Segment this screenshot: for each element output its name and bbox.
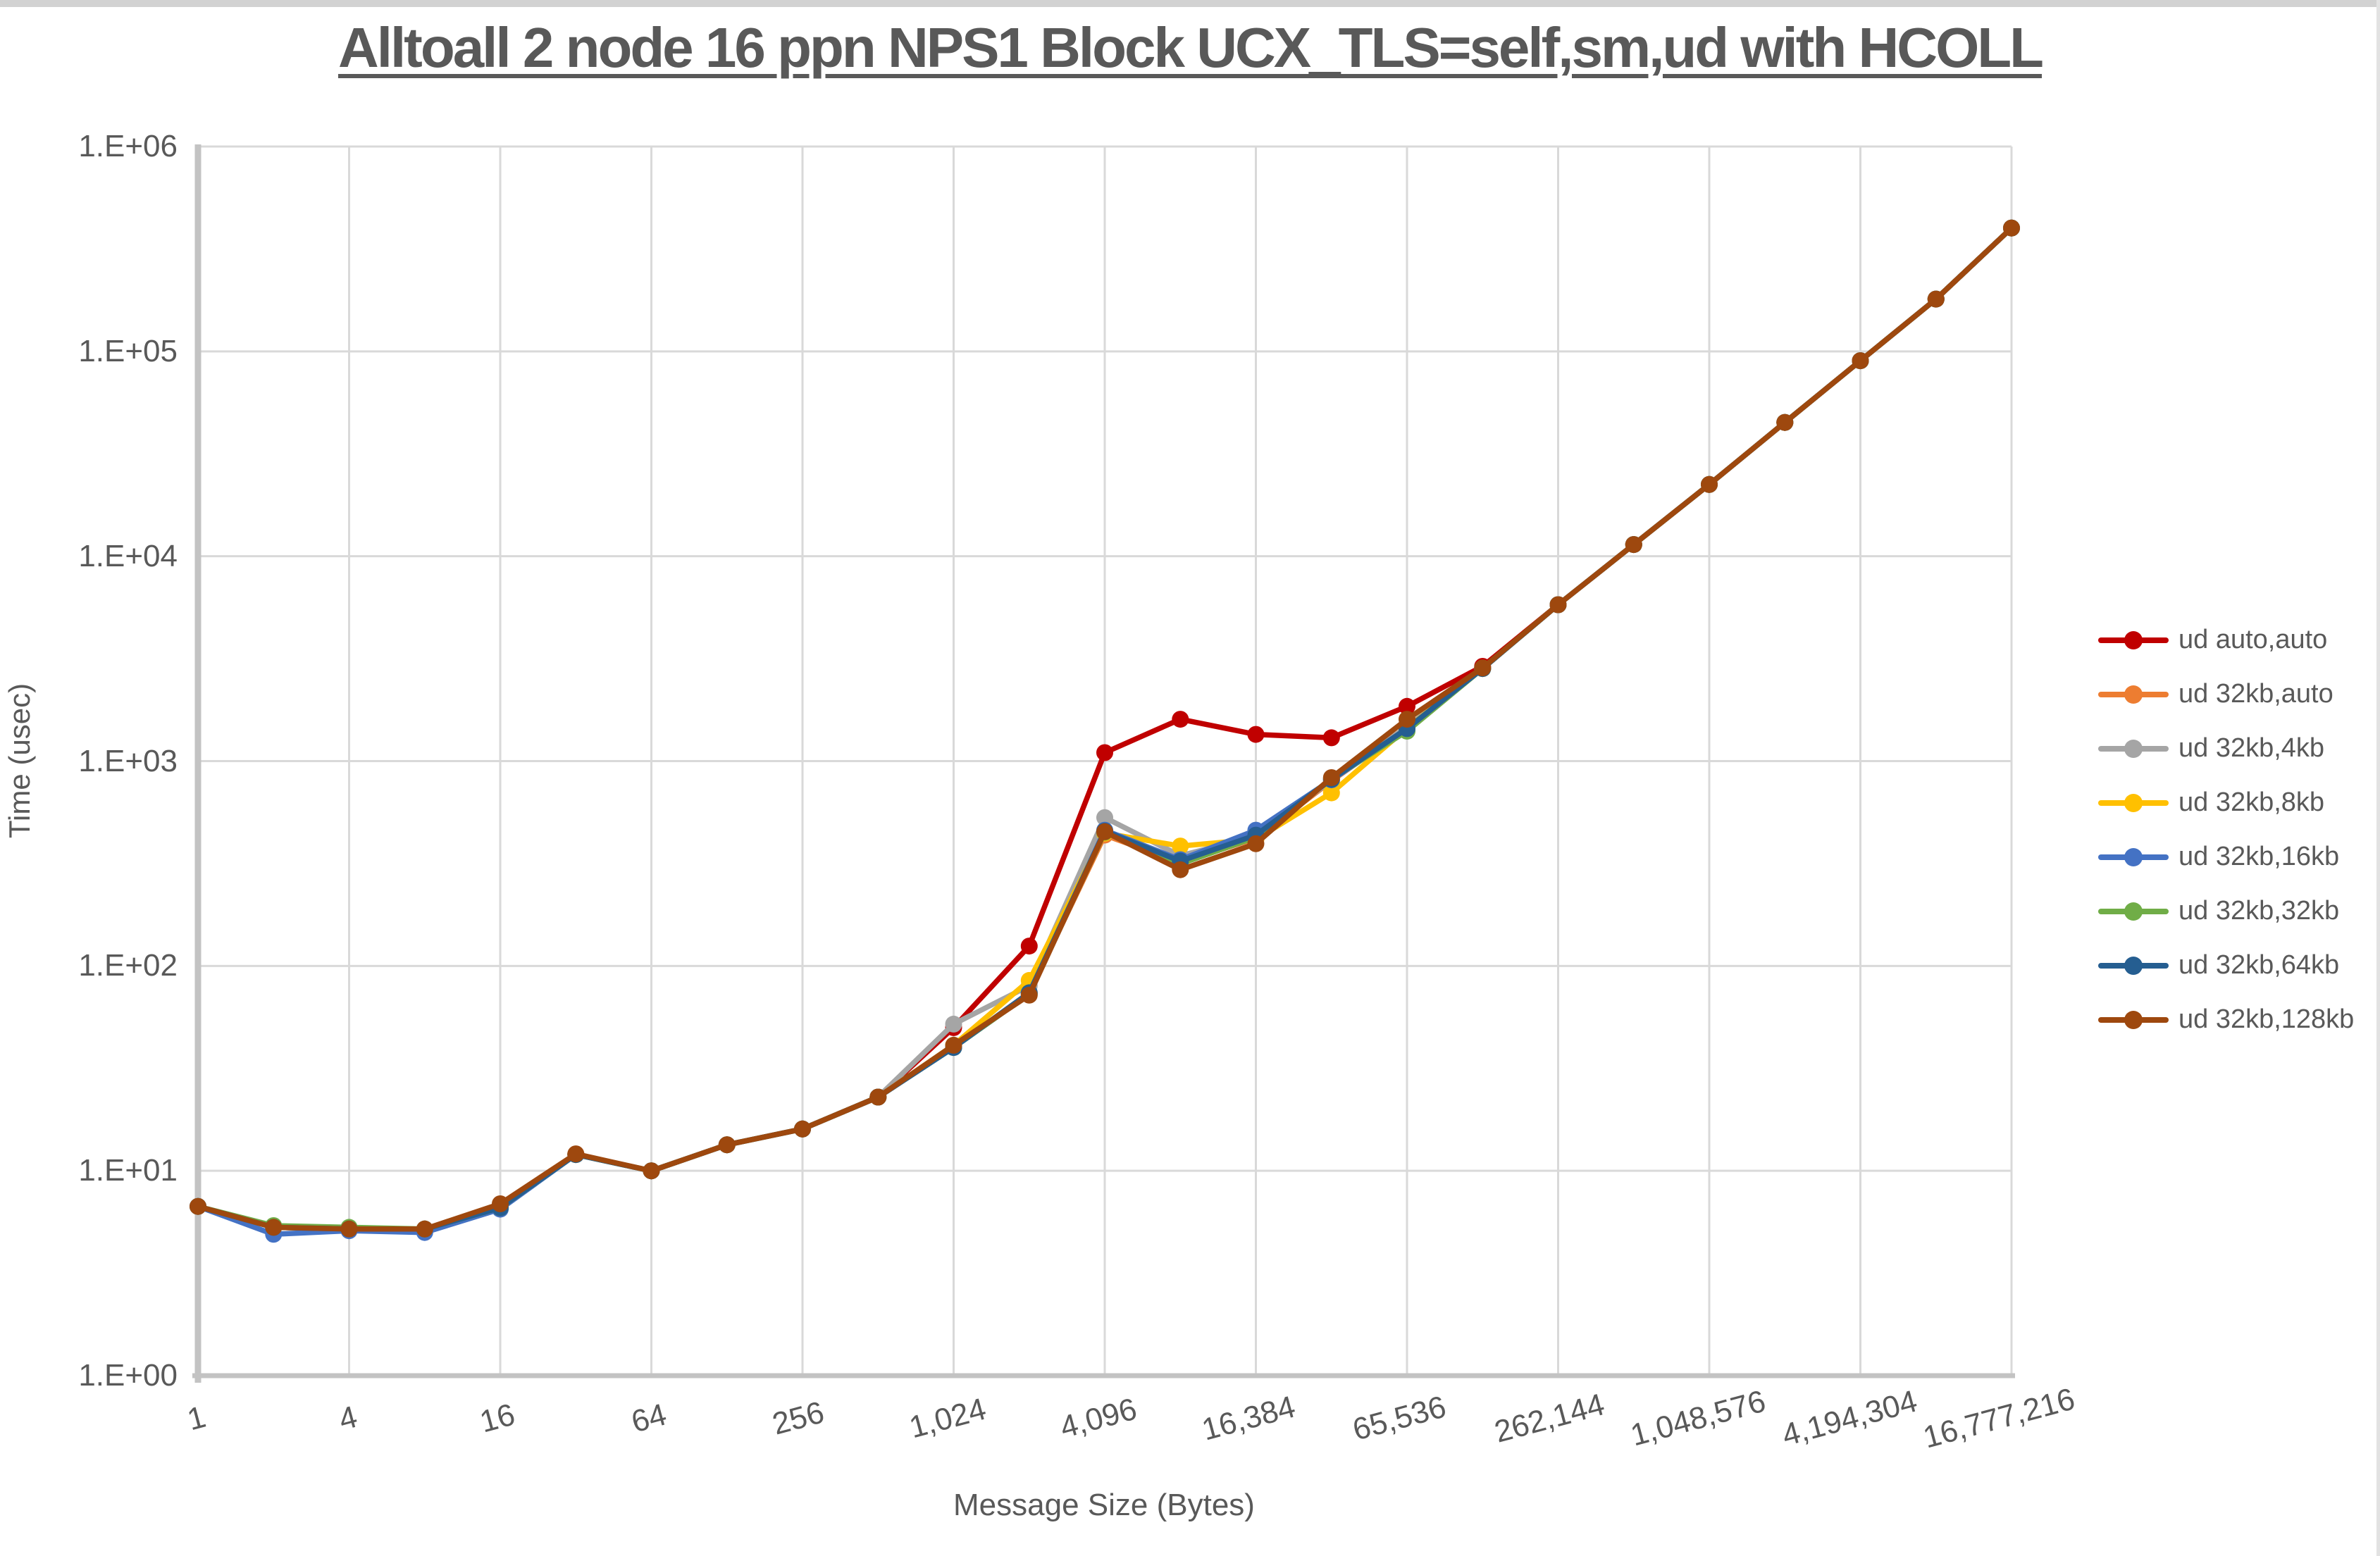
data-point xyxy=(1096,823,1113,840)
data-point xyxy=(1322,784,1340,802)
legend-label: ud 32kb,16kb xyxy=(2178,842,2340,871)
data-point xyxy=(2003,219,2020,237)
data-point xyxy=(1096,809,1113,826)
data-point xyxy=(1852,352,1869,370)
legend-line-marker-icon xyxy=(2098,955,2169,976)
y-axis-title: Time (usec) xyxy=(3,683,36,839)
legend-item-ud-32kb-4kb: ud 32kb,4kb xyxy=(2098,721,2354,776)
data-point xyxy=(1020,938,1038,955)
legend-line-marker-icon xyxy=(2098,901,2169,922)
y-tick-label: 1.E+01 xyxy=(78,1153,178,1188)
legend-label: ud 32kb,8kb xyxy=(2178,788,2325,817)
legend: ud auto,auto ud 32kb,auto ud 32kb,4kb ud 32… xyxy=(2098,613,2354,1047)
legend-line-marker-icon xyxy=(2098,792,2169,814)
legend-line-marker-icon xyxy=(2098,738,2169,759)
legend-item-ud-32kb-16kb: ud 32kb,16kb xyxy=(2098,830,2354,884)
data-point xyxy=(945,1036,962,1054)
data-point xyxy=(1172,711,1189,728)
data-point xyxy=(1474,659,1492,677)
data-point xyxy=(945,1015,962,1033)
data-point xyxy=(718,1136,736,1154)
series-ud-32kb-128kb xyxy=(190,219,2020,1238)
data-point xyxy=(265,1219,283,1236)
legend-line-marker-icon xyxy=(2098,1009,2169,1031)
data-point xyxy=(1549,596,1567,614)
data-point xyxy=(1701,475,1718,493)
window-top-edge xyxy=(0,0,2380,7)
data-point xyxy=(1927,290,1945,308)
data-point xyxy=(1625,536,1642,554)
y-tick-label: 1.E+03 xyxy=(78,743,178,778)
data-point xyxy=(1247,726,1265,743)
x-axis-title: Message Size (Bytes) xyxy=(953,1488,1255,1522)
legend-item-ud-32kb-8kb: ud 32kb,8kb xyxy=(2098,776,2354,830)
y-tick-label: 1.E+04 xyxy=(78,538,178,573)
data-point xyxy=(869,1088,887,1106)
legend-line-marker-icon xyxy=(2098,684,2169,705)
legend-item-ud-32kb-auto: ud 32kb,auto xyxy=(2098,667,2354,721)
data-point xyxy=(1096,744,1113,761)
legend-label: ud 32kb,auto xyxy=(2178,679,2333,709)
legend-item-ud-32kb-64kb: ud 32kb,64kb xyxy=(2098,938,2354,992)
data-point xyxy=(492,1195,509,1212)
data-point xyxy=(1399,697,1415,715)
data-point xyxy=(1172,838,1189,855)
data-point xyxy=(1399,711,1415,728)
legend-label: ud auto,auto xyxy=(2178,625,2328,654)
legend-item-ud-32kb-32kb: ud 32kb,32kb xyxy=(2098,884,2354,938)
data-point xyxy=(1322,729,1340,747)
data-point xyxy=(794,1120,811,1138)
legend-label: ud 32kb,4kb xyxy=(2178,733,2325,763)
data-point xyxy=(567,1145,585,1163)
legend-label: ud 32kb,128kb xyxy=(2178,1004,2355,1034)
legend-item-ud-auto-auto: ud auto,auto xyxy=(2098,613,2354,667)
data-point xyxy=(1020,986,1038,1004)
y-tick-label: 1.E+06 xyxy=(78,129,178,163)
window-right-edge xyxy=(2376,0,2380,1556)
data-point xyxy=(1247,835,1265,852)
data-point xyxy=(1172,861,1189,878)
y-tick-label: 1.E+05 xyxy=(78,333,178,368)
legend-label: ud 32kb,64kb xyxy=(2178,950,2340,980)
data-point xyxy=(1776,413,1794,431)
data-point xyxy=(190,1197,206,1215)
y-tick-label: 1.E+02 xyxy=(78,948,178,983)
data-point xyxy=(1322,769,1340,786)
data-point xyxy=(416,1220,433,1238)
data-point xyxy=(340,1220,358,1238)
chart-title: Alltoall 2 node 16 ppn NPS1 Block UCX_TL… xyxy=(337,16,2044,79)
legend-item-ud-32kb-128kb: ud 32kb,128kb xyxy=(2098,992,2354,1047)
legend-line-marker-icon xyxy=(2098,630,2169,651)
legend-label: ud 32kb,32kb xyxy=(2178,896,2340,926)
legend-line-marker-icon xyxy=(2098,847,2169,868)
data-point xyxy=(643,1162,660,1180)
y-tick-label: 1.E+00 xyxy=(78,1358,178,1393)
